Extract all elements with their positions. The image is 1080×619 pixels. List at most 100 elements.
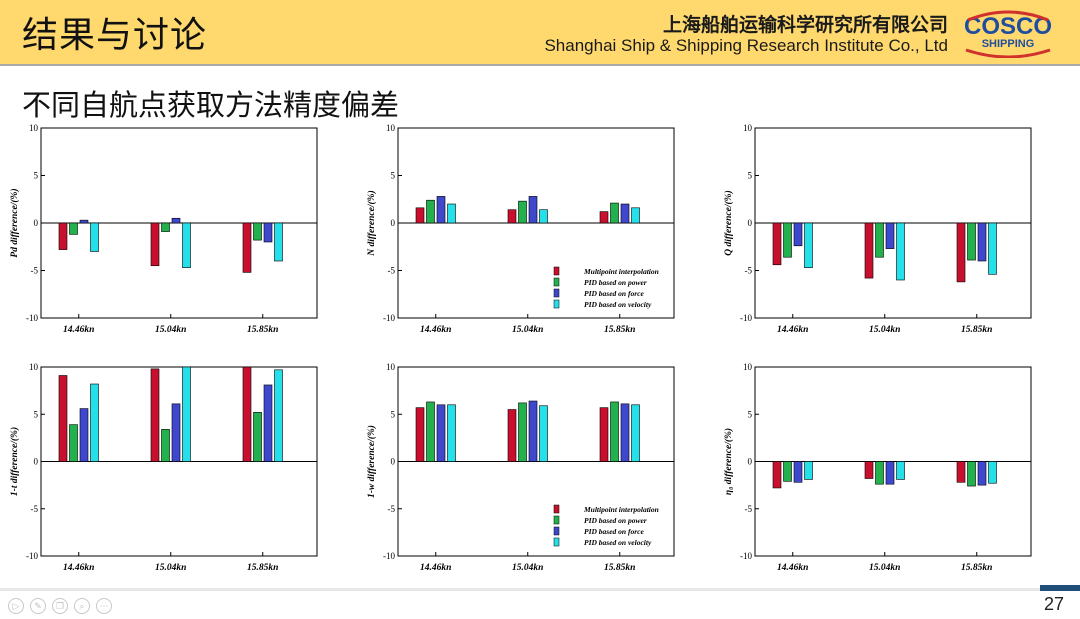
x-tick-label: 15.04kn xyxy=(869,325,900,335)
zoom-icon[interactable]: ⌕ xyxy=(74,598,90,614)
x-tick-label: 15.04kn xyxy=(869,563,900,573)
bar-15.04kn-s2 xyxy=(161,429,170,462)
bar-14.46kn-s4 xyxy=(90,222,99,252)
legend-label: PID based on power xyxy=(584,278,647,287)
header-banner xyxy=(0,0,1080,64)
y-axis-label: η₀ difference/(%) xyxy=(723,428,734,495)
bar-15.04kn-s1 xyxy=(150,368,160,462)
bar-15.04kn-s2 xyxy=(875,222,884,258)
bar-15.85kn-s3 xyxy=(263,384,273,462)
bar-15.04kn-s4 xyxy=(896,222,905,281)
bar-15.04kn-s3 xyxy=(528,196,538,224)
logo-arc-top xyxy=(967,10,1049,22)
bar-14.46kn-s3 xyxy=(79,408,89,462)
bar-15.85kn-s4 xyxy=(988,222,997,275)
legend-label: PID based on power xyxy=(584,516,647,525)
bar-15.85kn-s1 xyxy=(956,222,966,283)
x-tick-label: 15.04kn xyxy=(512,325,543,335)
y-tick-label: 5 xyxy=(748,409,753,419)
y-axis-label: Pd difference/(%) xyxy=(9,188,20,257)
y-tick-label: 0 xyxy=(748,457,753,467)
y-tick-label: -5 xyxy=(388,266,396,276)
bar-15.04kn-s1 xyxy=(150,222,160,267)
bar-14.46kn-s4 xyxy=(447,404,456,462)
y-tick-label: 0 xyxy=(391,457,396,467)
bar-14.46kn-s3 xyxy=(79,219,89,224)
bar-14.46kn-s2 xyxy=(783,461,792,482)
y-axis-label: N difference/(%) xyxy=(366,190,377,257)
slide-subtitle: 不同自航点获取方法精度偏差 xyxy=(22,88,400,122)
bar-14.46kn-s2 xyxy=(426,199,435,224)
y-tick-label: 10 xyxy=(743,123,753,133)
legend-label: Multipoint interpolation xyxy=(583,267,659,276)
legend-swatch xyxy=(553,266,560,276)
legend-swatch xyxy=(553,526,560,536)
bar-14.46kn-s3 xyxy=(436,404,446,462)
bar-14.46kn-s1 xyxy=(415,407,425,462)
x-tick-label: 15.85kn xyxy=(961,563,992,573)
bar-15.04kn-s1 xyxy=(864,461,874,479)
more-icon[interactable]: ⋯ xyxy=(96,598,112,614)
bar-14.46kn-s3 xyxy=(793,461,803,483)
bar-14.46kn-s1 xyxy=(772,222,782,266)
play-icon[interactable]: ▷ xyxy=(8,598,24,614)
y-tick-label: -10 xyxy=(26,551,38,561)
y-tick-label: 5 xyxy=(391,409,396,419)
y-tick-label: 0 xyxy=(748,218,753,228)
slide-title: 结果与讨论 xyxy=(22,15,208,56)
y-tick-label: -5 xyxy=(388,504,396,514)
y-tick-label: 0 xyxy=(391,218,396,228)
company-name-chinese: 上海船舶运输科学研究所有限公司 xyxy=(662,14,948,36)
x-tick-label: 15.85kn xyxy=(604,563,635,573)
y-tick-label: 10 xyxy=(29,362,39,372)
legend-swatch xyxy=(553,515,560,525)
y-tick-label: -10 xyxy=(383,313,395,323)
bar-14.46kn-s3 xyxy=(793,222,803,247)
header-divider xyxy=(0,64,1080,66)
copy-icon[interactable]: ❐ xyxy=(52,598,68,614)
bar-15.85kn-s2 xyxy=(967,222,976,261)
y-tick-label: -5 xyxy=(745,504,753,514)
y-tick-label: -5 xyxy=(745,266,753,276)
chart-panel-5: -10 -5 0 5 10 1-w difference/(%) 14.46kn 15.04k… xyxy=(366,362,675,573)
legend-label: PID based on velocity xyxy=(584,300,652,309)
bar-15.04kn-s3 xyxy=(885,461,895,485)
cosco-shipping-logo: COSCO SHIPPING xyxy=(964,10,1052,58)
bar-15.85kn-s1 xyxy=(242,366,252,462)
footer-accent xyxy=(1040,585,1080,591)
bar-15.85kn-s4 xyxy=(631,207,640,224)
x-tick-label: 15.85kn xyxy=(961,325,992,335)
y-axis-label: 1-w difference/(%) xyxy=(366,425,377,498)
bar-14.46kn-s4 xyxy=(447,203,456,224)
legend-label: Multipoint interpolation xyxy=(583,505,659,514)
y-tick-label: 5 xyxy=(391,171,396,181)
chart-panel-3: -10 -5 0 5 10 Q difference/(%) 14.46kn 15.04kn 1… xyxy=(723,123,1032,335)
y-tick-label: -10 xyxy=(383,551,395,561)
chart-panel-4: -10 -5 0 5 10 1-t difference/(%) 14.46kn 15.04k… xyxy=(9,362,318,573)
bar-15.04kn-s2 xyxy=(161,222,170,232)
x-tick-label: 15.04kn xyxy=(155,325,186,335)
slide-nav-controls: ▷ ✎ ❐ ⌕ ⋯ xyxy=(8,598,112,618)
pen-icon[interactable]: ✎ xyxy=(30,598,46,614)
y-tick-label: 10 xyxy=(29,123,39,133)
x-tick-label: 14.46kn xyxy=(420,563,451,573)
y-tick-label: 0 xyxy=(34,457,39,467)
y-tick-label: -10 xyxy=(26,313,38,323)
legend-swatch xyxy=(553,288,560,298)
y-tick-label: 0 xyxy=(34,218,39,228)
bar-14.46kn-s4 xyxy=(804,222,813,268)
bar-15.04kn-s3 xyxy=(885,222,895,249)
bar-15.04kn-s1 xyxy=(507,209,517,224)
legend-swatch xyxy=(553,504,560,514)
x-tick-label: 15.85kn xyxy=(604,325,635,335)
bar-14.46kn-s4 xyxy=(804,461,813,480)
y-tick-label: 5 xyxy=(748,171,753,181)
bar-15.04kn-s1 xyxy=(507,409,517,462)
bar-15.04kn-s3 xyxy=(171,217,181,224)
bar-15.85kn-s4 xyxy=(274,369,283,462)
y-tick-label: 10 xyxy=(386,123,396,133)
bar-14.46kn-s2 xyxy=(69,222,78,235)
bar-15.85kn-s4 xyxy=(274,222,283,262)
bar-15.85kn-s1 xyxy=(599,407,609,462)
